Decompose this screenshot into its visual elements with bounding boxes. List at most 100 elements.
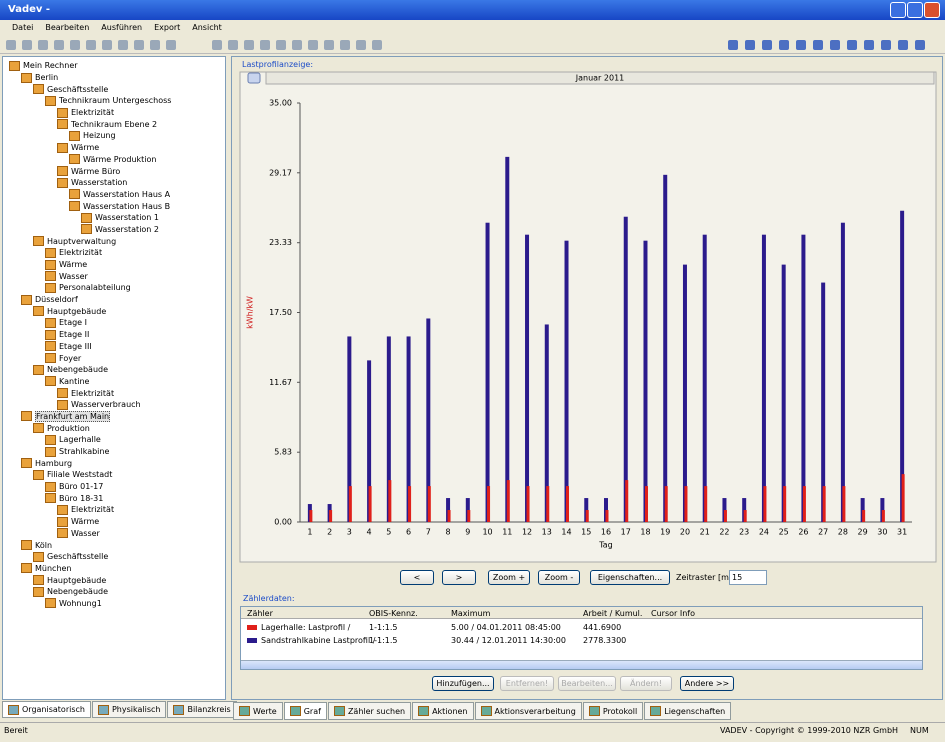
tree-node[interactable]: Nebengebäude <box>3 586 225 598</box>
close[interactable] <box>924 2 940 18</box>
tree-node[interactable]: Wärme <box>3 516 225 528</box>
toolbar-icon[interactable] <box>86 40 96 50</box>
tree-node[interactable]: Wärme <box>3 142 225 154</box>
toolbar-icon[interactable] <box>340 40 350 50</box>
tab[interactable]: Organisatorisch <box>2 701 91 718</box>
toolbar-icon[interactable] <box>260 40 270 50</box>
menu-item[interactable]: Export <box>154 23 181 32</box>
tab[interactable]: Zähler suchen <box>327 702 412 720</box>
toolbar-icon[interactable] <box>847 40 857 50</box>
tree-node[interactable]: Lagerhalle <box>3 434 225 446</box>
tree-node[interactable]: Etage II <box>3 329 225 341</box>
tree-node[interactable]: Technikraum Ebene 2 <box>3 118 225 130</box>
button[interactable]: > <box>442 570 476 585</box>
tree-node[interactable]: Elektrizität <box>3 504 225 516</box>
tree-node[interactable]: München <box>3 563 225 575</box>
tree-node[interactable]: Foyer <box>3 352 225 364</box>
tree-node[interactable]: Elektrizität <box>3 247 225 259</box>
tree-node[interactable]: Wasserstation Haus B <box>3 200 225 212</box>
toolbar-icon[interactable] <box>228 40 238 50</box>
tree-node[interactable]: Nebengebäude <box>3 364 225 376</box>
toolbar-icon[interactable] <box>372 40 382 50</box>
menu-item[interactable]: Ansicht <box>192 23 222 32</box>
tree-node[interactable]: Wasserstation 2 <box>3 224 225 236</box>
toolbar-icon[interactable] <box>745 40 755 50</box>
toolbar-icon[interactable] <box>244 40 254 50</box>
toolbar-icon[interactable] <box>6 40 16 50</box>
toolbar-icon[interactable] <box>150 40 160 50</box>
tree-node[interactable]: Büro 18-31 <box>3 492 225 504</box>
tree-node[interactable]: Elektrizität <box>3 387 225 399</box>
menu-item[interactable]: Ausführen <box>101 23 143 32</box>
tree-node[interactable]: Büro 01-17 <box>3 481 225 493</box>
tab[interactable]: Werte <box>233 702 283 720</box>
toolbar-icon[interactable] <box>915 40 925 50</box>
minimize[interactable] <box>890 2 906 18</box>
menu-item[interactable]: Datei <box>12 23 34 32</box>
tree-node[interactable]: Personalabteilung <box>3 282 225 294</box>
button[interactable]: Entfernen! <box>500 676 554 691</box>
interval-select[interactable]: 15 <box>729 570 767 585</box>
button[interactable]: Bearbeiten... <box>558 676 616 691</box>
toolbar-icon[interactable] <box>796 40 806 50</box>
tree-node[interactable]: Köln <box>3 539 225 551</box>
tab[interactable]: Aktionen <box>412 702 474 720</box>
button[interactable]: Hinzufügen... <box>432 676 494 691</box>
toolbar-icon[interactable] <box>134 40 144 50</box>
tree-node[interactable]: Wasserverbrauch <box>3 399 225 411</box>
tree-node[interactable]: Wohnung1 <box>3 598 225 610</box>
toolbar-icon[interactable] <box>864 40 874 50</box>
tab[interactable]: Physikalisch <box>91 701 167 718</box>
toolbar-icon[interactable] <box>38 40 48 50</box>
tree-node[interactable]: Technikraum Untergeschoss <box>3 95 225 107</box>
maximize[interactable] <box>907 2 923 18</box>
tree-node[interactable]: Hauptverwaltung <box>3 235 225 247</box>
toolbar-icon[interactable] <box>813 40 823 50</box>
tree-node[interactable]: Hauptgebäude <box>3 305 225 317</box>
toolbar-icon[interactable] <box>881 40 891 50</box>
tree-node[interactable]: Wasserstation 1 <box>3 212 225 224</box>
tree-node[interactable]: Filiale Weststadt <box>3 469 225 481</box>
toolbar-icon[interactable] <box>212 40 222 50</box>
toolbar-icon[interactable] <box>118 40 128 50</box>
button[interactable]: Ändern! <box>620 676 672 691</box>
tree-node[interactable]: Wasser <box>3 528 225 540</box>
tab[interactable]: Aktionsverarbeitung <box>474 702 582 720</box>
toolbar-icon[interactable] <box>898 40 908 50</box>
button[interactable]: Zoom - <box>538 570 580 585</box>
toolbar-icon[interactable] <box>308 40 318 50</box>
tab[interactable]: Bilanzkreis <box>167 701 237 718</box>
collapse-button[interactable] <box>247 72 261 84</box>
tab[interactable]: Liegenschaften <box>644 702 732 720</box>
toolbar-icon[interactable] <box>762 40 772 50</box>
toolbar-icon[interactable] <box>22 40 32 50</box>
tree-node[interactable]: Mein Rechner <box>3 60 225 72</box>
toolbar-icon[interactable] <box>728 40 738 50</box>
toolbar-icon[interactable] <box>70 40 80 50</box>
toolbar-icon[interactable] <box>54 40 64 50</box>
tree-node[interactable]: Wärme Produktion <box>3 154 225 166</box>
tree-node[interactable]: Strahlkabine <box>3 446 225 458</box>
tree-node[interactable]: Kantine <box>3 376 225 388</box>
button[interactable]: Eigenschaften... <box>590 570 670 585</box>
toolbar-icon[interactable] <box>324 40 334 50</box>
toolbar-icon[interactable] <box>166 40 176 50</box>
tree-node[interactable]: Elektrizität <box>3 107 225 119</box>
menu-item[interactable]: Bearbeiten <box>45 23 90 32</box>
tree-node[interactable]: Düsseldorf <box>3 294 225 306</box>
tree-node[interactable]: Geschäftsstelle <box>3 83 225 95</box>
tree-node[interactable]: Frankfurt am Main <box>3 410 225 423</box>
tree-node[interactable]: Hauptgebäude <box>3 574 225 586</box>
tree-node[interactable]: Heizung <box>3 130 225 142</box>
tree-node[interactable]: Wasser <box>3 270 225 282</box>
toolbar-icon[interactable] <box>779 40 789 50</box>
button[interactable]: < <box>400 570 434 585</box>
tree-node[interactable]: Hamburg <box>3 457 225 469</box>
toolbar-icon[interactable] <box>292 40 302 50</box>
toolbar-icon[interactable] <box>276 40 286 50</box>
button[interactable]: Andere >> <box>680 676 734 691</box>
button[interactable]: Zoom + <box>488 570 530 585</box>
tab[interactable]: Graf <box>283 702 327 720</box>
tree-node[interactable]: Wasserstation Haus A <box>3 189 225 201</box>
toolbar-icon[interactable] <box>356 40 366 50</box>
